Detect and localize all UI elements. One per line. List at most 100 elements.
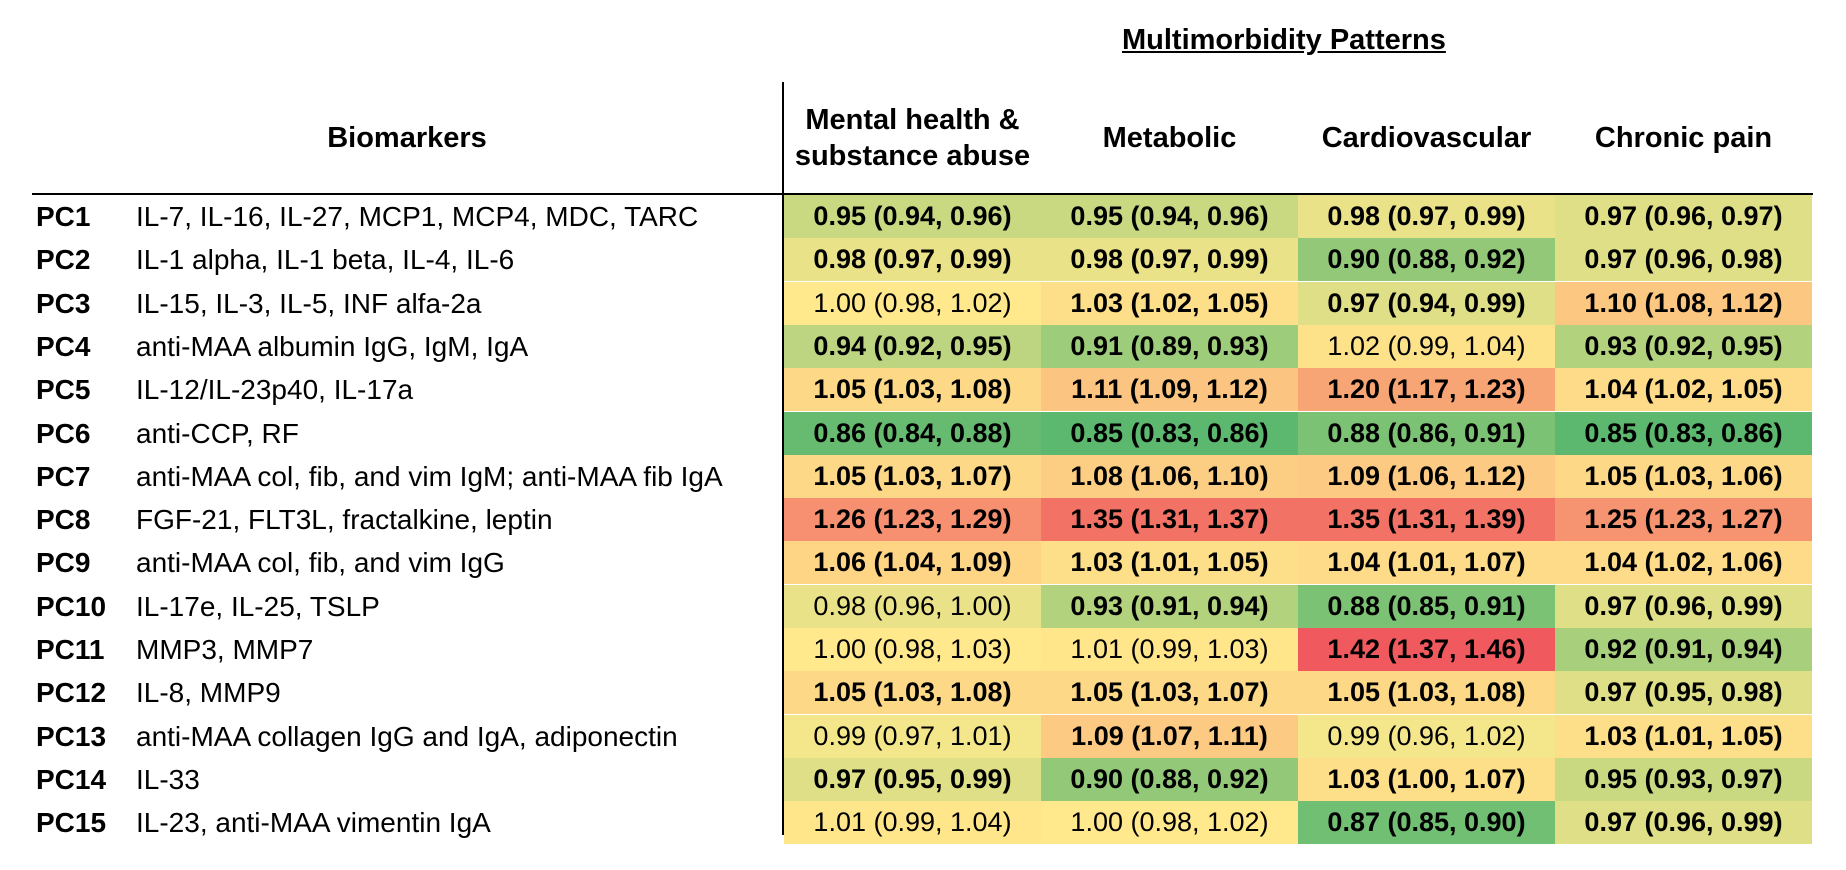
column-header-chronic-pain: Chronic pain	[1555, 82, 1812, 193]
pc-label: PC10	[36, 590, 107, 622]
table-row: PC11 MMP3, MMP7 1.00 (0.98, 1.03) 1.01 (0.9…	[32, 628, 1813, 671]
heatmap-cell: 1.09 (1.07, 1.11)	[1041, 714, 1298, 758]
heatmap-cell: 0.86 (0.84, 0.88)	[784, 411, 1041, 455]
table-row: PC2 IL-1 alpha, IL-1 beta, IL-4, IL-6 0.98…	[32, 238, 1813, 282]
biomarker-list: IL-12/IL-23p40, IL-17a	[136, 374, 414, 406]
heatmap-cell: 0.85 (0.83, 0.86)	[1555, 411, 1812, 455]
heatmap-cell: 1.05 (1.03, 1.07)	[784, 454, 1041, 498]
biomarkers-header: Biomarkers	[327, 121, 487, 154]
biomarker-list: anti-MAA collagen IgG and IgA, adiponect…	[136, 720, 678, 752]
heatmap-cell: 0.99 (0.97, 1.01)	[784, 714, 1041, 758]
pc-label: PC5	[36, 374, 91, 406]
heatmap-cell: 1.20 (1.17, 1.23)	[1298, 368, 1555, 412]
heatmap-cell: 1.01 (0.99, 1.03)	[1041, 628, 1298, 671]
heatmap-cell: 1.11 (1.09, 1.12)	[1041, 368, 1298, 412]
heatmap-cell: 0.87 (0.85, 0.90)	[1298, 801, 1555, 845]
heatmap-cell: 1.06 (1.04, 1.09)	[784, 541, 1041, 585]
heatmap-cell: 0.99 (0.96, 1.02)	[1298, 714, 1555, 758]
column-divider	[782, 82, 784, 835]
biomarker-list: IL-17e, IL-25, TSLP	[136, 590, 380, 622]
table-row: PC4 anti-MAA albumin IgG, IgM, IgA 0.94 (0…	[32, 324, 1813, 368]
pc-label: PC12	[36, 677, 107, 709]
pc-label: PC14	[36, 763, 107, 795]
table-row: PC9 anti-MAA col, fib, and vim IgG 1.06 (1…	[32, 541, 1813, 585]
pc-label: PC9	[36, 547, 91, 579]
table-row: PC13 anti-MAA collagen IgG and IgA, adipo…	[32, 714, 1813, 758]
heatmap-cell: 0.94 (0.92, 0.95)	[784, 324, 1041, 368]
heatmap-cell: 0.93 (0.91, 0.94)	[1041, 584, 1298, 628]
biomarker-list: anti-CCP, RF	[136, 417, 299, 449]
biomarker-list: FGF-21, FLT3L, fractalkine, leptin	[136, 504, 553, 536]
heatmap-cell: 1.04 (1.01, 1.07)	[1298, 541, 1555, 585]
heatmap-cell: 1.03 (1.01, 1.05)	[1555, 714, 1812, 758]
biomarker-list: IL-1 alpha, IL-1 beta, IL-4, IL-6	[136, 244, 515, 276]
biomarker-list: IL-15, IL-3, IL-5, INF alfa-2a	[136, 287, 482, 319]
pc-label: PC7	[36, 460, 91, 492]
heatmap-cell: 0.97 (0.96, 0.98)	[1555, 238, 1812, 282]
heatmap-cell: 1.03 (1.01, 1.05)	[1041, 541, 1298, 585]
chart-title: Multimorbidity Patterns	[1122, 24, 1446, 56]
pc-label: PC8	[36, 504, 91, 536]
heatmap-cell: 1.05 (1.03, 1.06)	[1555, 454, 1812, 498]
column-header-line: Mental health &	[805, 103, 1020, 136]
heatmap-cell: 1.08 (1.06, 1.10)	[1041, 454, 1298, 498]
heatmap-cell: 1.26 (1.23, 1.29)	[784, 498, 1041, 542]
heatmap-cell: 1.04 (1.02, 1.06)	[1555, 541, 1812, 585]
heatmap-cell: 0.90 (0.88, 0.92)	[1298, 238, 1555, 282]
header-divider	[32, 193, 1813, 195]
table-row: PC5 IL-12/IL-23p40, IL-17a 1.05 (1.03, 1.0…	[32, 368, 1813, 412]
heatmap-cell: 1.35 (1.31, 1.39)	[1298, 498, 1555, 542]
biomarker-list: anti-MAA col, fib, and vim IgG	[136, 547, 505, 579]
table-row: PC14 IL-33 0.97 (0.95, 0.99) 0.90 (0.88, 0.…	[32, 757, 1813, 801]
heatmap-cell: 0.95 (0.93, 0.97)	[1555, 757, 1812, 801]
heatmap-cell: 1.42 (1.37, 1.46)	[1298, 628, 1555, 671]
column-header-line: Cardiovascular	[1321, 121, 1532, 154]
heatmap-cell: 1.09 (1.06, 1.12)	[1298, 454, 1555, 498]
heatmap-cell: 1.25 (1.23, 1.27)	[1555, 498, 1812, 542]
heatmap-cell: 1.05 (1.03, 1.08)	[1298, 671, 1555, 715]
table-row: PC15 IL-23, anti-MAA vimentin IgA 1.01 (0.…	[32, 801, 1813, 845]
heatmap-cell: 0.98 (0.97, 0.99)	[784, 238, 1041, 282]
biomarker-list: IL-7, IL-16, IL-27, MCP1, MCP4, MDC, TAR…	[136, 201, 699, 232]
column-header-cardiovascular: Cardiovascular	[1298, 82, 1555, 193]
heatmap-cell: 1.00 (0.98, 1.02)	[784, 281, 1041, 325]
heatmap-cell: 0.97 (0.95, 0.98)	[1555, 671, 1812, 715]
heatmap-cell: 0.97 (0.96, 0.99)	[1555, 584, 1812, 628]
biomarker-list: anti-MAA col, fib, and vim IgM; anti-MAA…	[136, 460, 723, 492]
heatmap-cell: 1.05 (1.03, 1.08)	[784, 671, 1041, 715]
heatmap-cell: 1.35 (1.31, 1.37)	[1041, 498, 1298, 542]
heatmap-cell: 0.88 (0.85, 0.91)	[1298, 584, 1555, 628]
heatmap-cell: 0.98 (0.96, 1.00)	[784, 584, 1041, 628]
heatmap-cell: 1.00 (0.98, 1.03)	[784, 628, 1041, 671]
heatmap-cell: 0.93 (0.92, 0.95)	[1555, 324, 1812, 368]
heatmap-cell: 0.95 (0.94, 0.96)	[784, 195, 1041, 238]
biomarker-list: MMP3, MMP7	[136, 634, 314, 665]
heatmap-cell: 0.98 (0.97, 0.99)	[1041, 238, 1298, 282]
column-header-line: Metabolic	[1102, 121, 1237, 154]
heatmap-cell: 0.97 (0.95, 0.99)	[784, 757, 1041, 801]
pc-label: PC3	[36, 287, 91, 319]
heatmap-cell: 1.01 (0.99, 1.04)	[784, 801, 1041, 845]
biomarker-list: IL-33	[136, 763, 200, 795]
table-row: PC8 FGF-21, FLT3L, fractalkine, leptin 1.2…	[32, 498, 1813, 542]
pc-label: PC1	[36, 201, 91, 232]
biomarker-list: IL-8, MMP9	[136, 677, 281, 709]
heatmap-cell: 0.92 (0.91, 0.94)	[1555, 628, 1812, 671]
pc-label: PC15	[36, 807, 107, 839]
pc-label: PC4	[36, 330, 91, 362]
column-header-line: Chronic pain	[1594, 121, 1773, 154]
table-row: PC1 IL-7, IL-16, IL-27, MCP1, MCP4, MDC, …	[32, 195, 1813, 238]
table-row: PC12 IL-8, MMP9 1.05 (1.03, 1.08) 1.05 (1.0…	[32, 671, 1813, 715]
heatmap-cell: 0.88 (0.86, 0.91)	[1298, 411, 1555, 455]
table-row: PC7 anti-MAA col, fib, and vim IgM; anti-…	[32, 454, 1813, 498]
table-row: PC3 IL-15, IL-3, IL-5, INF alfa-2a 1.00 (0…	[32, 281, 1813, 325]
heatmap-cell: 1.05 (1.03, 1.08)	[784, 368, 1041, 412]
heatmap-cell: 0.98 (0.97, 0.99)	[1298, 195, 1555, 238]
heatmap-cell: 1.00 (0.98, 1.02)	[1041, 801, 1298, 845]
heatmap-cell: 0.97 (0.96, 0.97)	[1555, 195, 1812, 238]
heatmap-cell: 1.02 (0.99, 1.04)	[1298, 324, 1555, 368]
pc-label: PC13	[36, 720, 107, 752]
pc-label: PC11	[36, 634, 105, 665]
heatmap-cell: 0.95 (0.94, 0.96)	[1041, 195, 1298, 238]
heatmap-cell: 0.91 (0.89, 0.93)	[1041, 324, 1298, 368]
